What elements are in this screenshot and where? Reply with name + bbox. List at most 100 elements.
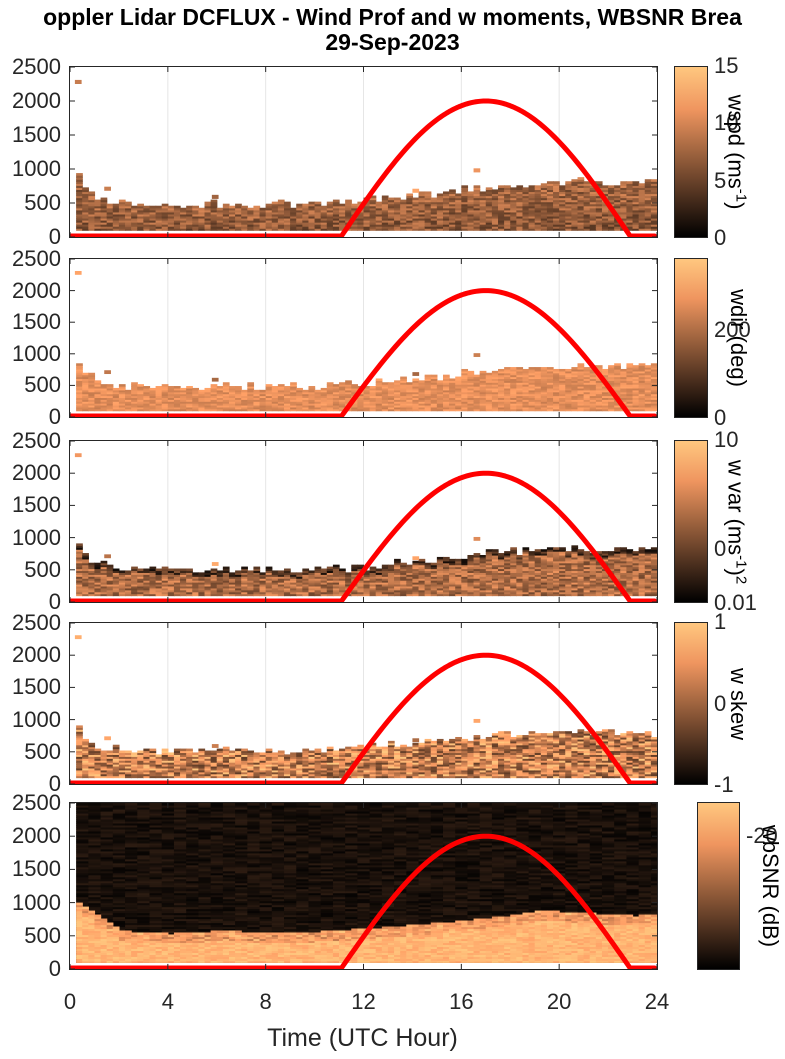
heatmap-cell: [504, 207, 511, 211]
heatmap-cell: [449, 585, 456, 589]
heatmap-cell: [577, 399, 585, 402]
heatmap-cell: [638, 211, 646, 215]
heatmap-cell: [106, 408, 114, 412]
heatmap-cell: [76, 583, 83, 587]
heatmap-cell: [491, 209, 499, 213]
heatmap-cell: [571, 203, 579, 207]
heatmap-cell: [228, 589, 236, 593]
heatmap-cell: [222, 213, 230, 217]
heatmap-cell: [222, 386, 230, 389]
heatmap-cell: [265, 404, 273, 408]
heatmap-cell: [155, 578, 163, 581]
heatmap-cell: [387, 393, 395, 397]
heatmap-cell: [296, 205, 303, 209]
heatmap-cell: [455, 589, 462, 593]
heatmap-cell: [88, 372, 96, 376]
heatmap-cell: [553, 195, 560, 199]
heatmap-cell: [222, 566, 230, 570]
heatmap-cell: [559, 547, 566, 550]
heatmap-cell: [259, 213, 267, 217]
heatmap-cell: [436, 224, 444, 227]
heatmap-cell: [479, 566, 487, 570]
heatmap-cell: [449, 583, 456, 587]
heatmap-cell: [455, 572, 462, 575]
heatmap-cell: [583, 582, 591, 585]
heatmap-cell: [143, 401, 151, 404]
heatmap-cell: [632, 384, 640, 387]
heatmap-cell: [381, 593, 389, 597]
heatmap-cell: [351, 401, 358, 404]
heatmap-cell: [363, 408, 371, 412]
heatmap-cell: [406, 593, 414, 597]
heatmap-cell: [650, 368, 657, 372]
heatmap-cell: [528, 189, 536, 193]
heatmap-cell: [106, 226, 114, 229]
heatmap-cell: [534, 209, 542, 213]
heatmap-cell: [76, 195, 83, 199]
heatmap-cell: [583, 368, 591, 372]
heatmap-cell: [479, 583, 487, 587]
heatmap-cell: [424, 393, 432, 397]
heatmap-cell: [540, 562, 548, 566]
heatmap-cell: [302, 568, 310, 572]
heatmap-cell: [632, 401, 640, 404]
heatmap-cell: [284, 403, 291, 406]
heatmap-cell: [400, 572, 407, 575]
heatmap-cell: [173, 591, 181, 595]
heatmap-cell: [614, 551, 621, 554]
heatmap-cell: [296, 587, 303, 591]
heatmap-cell: [155, 389, 163, 393]
heatmap-cell: [553, 393, 560, 397]
heatmap-cell: [137, 574, 144, 577]
heatmap-cell: [112, 587, 120, 591]
heatmap-cell: [241, 589, 248, 593]
heatmap-cell: [259, 580, 267, 583]
heatmap-cell: [167, 406, 175, 410]
heatmap-cell: [228, 389, 236, 393]
heatmap-cell: [106, 404, 114, 408]
heatmap-cell: [436, 558, 444, 562]
heatmap-cell: [461, 387, 469, 391]
heatmap-cell: [620, 374, 628, 378]
heatmap-cell: [461, 572, 469, 575]
heatmap-cell: [186, 397, 193, 400]
heatmap-cell: [424, 217, 432, 221]
heatmap-cell: [82, 203, 89, 207]
heatmap-cell: [186, 386, 193, 389]
heatmap-cell: [638, 217, 646, 221]
heatmap-cell: [406, 399, 414, 402]
heatmap-cell: [436, 566, 444, 570]
heatmap-cell: [571, 582, 579, 585]
heatmap-cell: [449, 558, 456, 562]
heatmap-cell: [565, 217, 572, 221]
heatmap-cell: [455, 562, 462, 566]
heatmap-cell: [565, 404, 572, 408]
heatmap-cell: [608, 380, 615, 383]
heatmap-cell: [528, 211, 536, 215]
heatmap-cell: [553, 209, 560, 213]
heatmap-cell: [540, 389, 548, 393]
heatmap-cell: [583, 404, 591, 408]
heatmap-cell: [516, 554, 524, 558]
heatmap-cell: [381, 387, 389, 391]
heatmap-cell: [528, 576, 536, 579]
heatmap-cell: [155, 205, 163, 209]
heatmap-cell: [143, 580, 151, 583]
heatmap-cell: [455, 395, 462, 399]
heatmap-cell: [332, 222, 340, 225]
heatmap-cell: [498, 591, 505, 595]
heatmap-cell: [595, 213, 603, 217]
heatmap-cell: [522, 549, 530, 552]
heatmap-cell: [94, 228, 102, 231]
heatmap-cell: [418, 572, 426, 575]
heatmap-cell: [259, 222, 267, 225]
heatmap-cell: [491, 403, 499, 406]
heatmap-cell: [82, 572, 89, 575]
heatmap-cell: [320, 582, 328, 585]
heatmap-cell: [76, 189, 83, 193]
heatmap-cell: [498, 378, 505, 381]
heatmap-cell: [461, 393, 469, 397]
heatmap-cell: [424, 211, 432, 215]
heatmap-cell: [504, 226, 511, 229]
heatmap-cell: [88, 382, 96, 385]
